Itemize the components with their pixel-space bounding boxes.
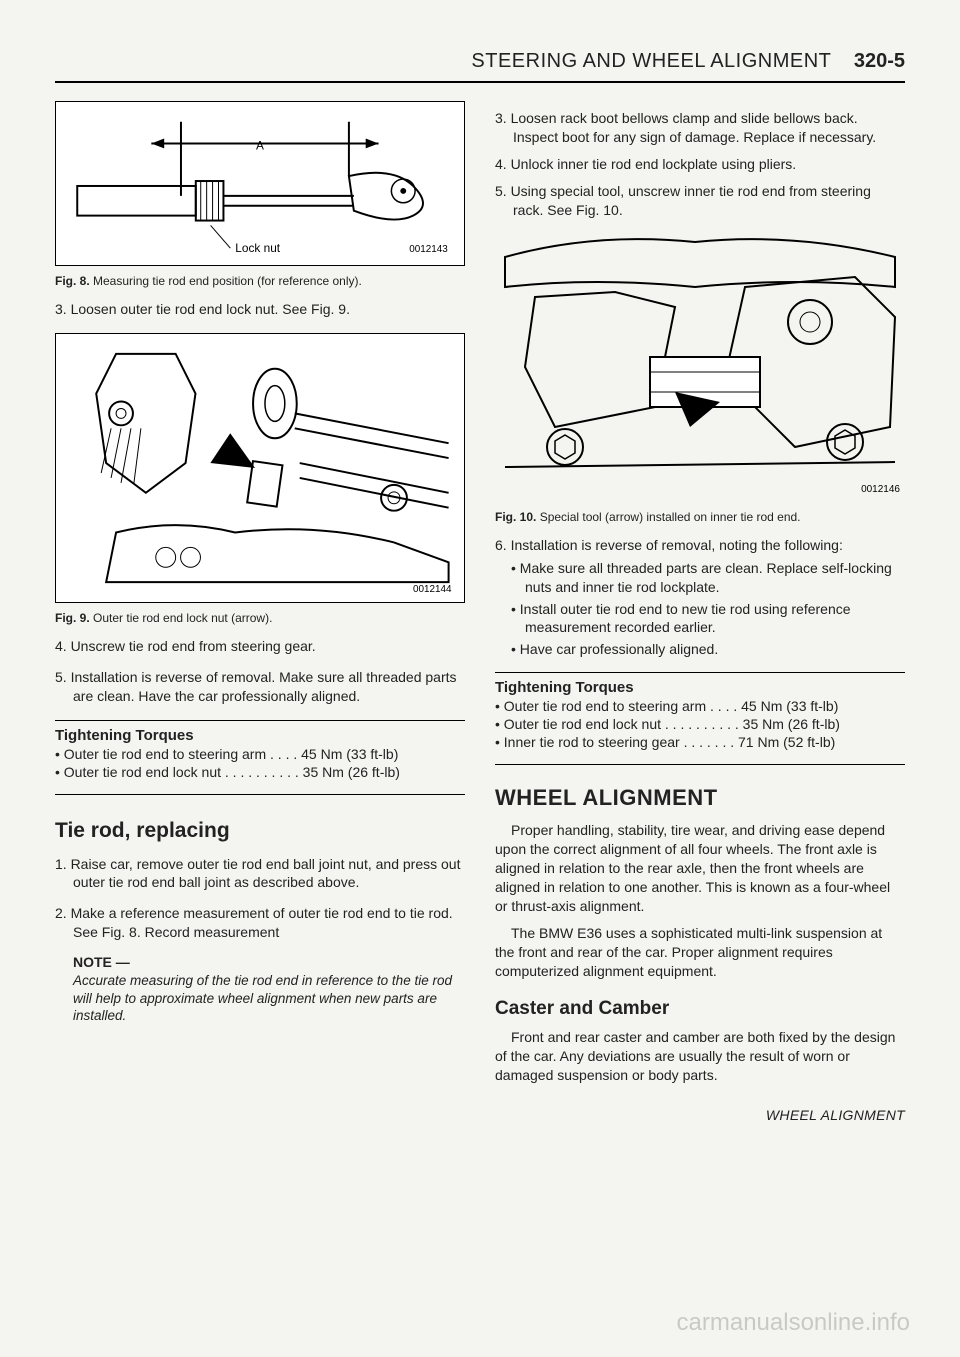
figure-10-svg: 0012146 bbox=[495, 227, 905, 502]
caster-camber-p1: Front and rear caster and camber are bot… bbox=[495, 1028, 905, 1085]
figure-9-svg: 0012144 bbox=[56, 334, 464, 602]
watermark: carmanualsonline.info bbox=[677, 1309, 910, 1337]
right-bullet-3: • Have car professionally aligned. bbox=[511, 640, 905, 658]
divider bbox=[495, 764, 905, 765]
fig9-caption-bold: Fig. 9. bbox=[55, 611, 90, 625]
page-number: 320-5 bbox=[854, 50, 905, 72]
torque-right-3: • Inner tie rod to steering gear . . . .… bbox=[495, 734, 905, 750]
right-bullet-2: • Install outer tie rod end to new tie r… bbox=[511, 600, 905, 636]
figure-10-caption: Fig. 10. Special tool (arrow) installed … bbox=[495, 510, 905, 524]
right-step-3: 3. Loosen rack boot bellows clamp and sl… bbox=[495, 109, 905, 147]
right-step-4: 4. Unlock inner tie rod end lockplate us… bbox=[495, 155, 905, 174]
wheel-alignment-title: WHEEL ALIGNMENT bbox=[495, 785, 905, 811]
fig10-caption-text: Special tool (arrow) installed on inner … bbox=[540, 510, 801, 524]
wheel-alignment-p1: Proper handling, stability, tire wear, a… bbox=[495, 821, 905, 915]
figure-8-svg: A Lock nut bbox=[56, 102, 464, 265]
figure-9-caption: Fig. 9. Outer tie rod end lock nut (arro… bbox=[55, 611, 465, 625]
fig8-refnum: 0012143 bbox=[409, 244, 448, 255]
divider bbox=[55, 720, 465, 721]
note-title: NOTE — bbox=[55, 954, 465, 970]
wheel-alignment-p2: The BMW E36 uses a sophisticated multi-l… bbox=[495, 924, 905, 981]
fig9-caption-text: Outer tie rod end lock nut (arrow). bbox=[93, 611, 272, 625]
figure-10-box: 0012146 bbox=[495, 227, 905, 502]
tightening-torques-title-right: Tightening Torques bbox=[495, 679, 905, 696]
fig8-locknut-label: Lock nut bbox=[235, 241, 280, 255]
fig8-caption-text: Measuring tie rod end position (for refe… bbox=[93, 274, 362, 288]
figure-8-caption: Fig. 8. Measuring tie rod end position (… bbox=[55, 274, 465, 288]
tierod-step-1: 1. Raise car, remove outer tie rod end b… bbox=[55, 855, 465, 893]
fig10-caption-bold: Fig. 10. bbox=[495, 510, 536, 524]
fig8-caption-bold: Fig. 8. bbox=[55, 274, 90, 288]
divider bbox=[495, 672, 905, 673]
figure-9-box: 0012144 bbox=[55, 333, 465, 603]
torque-right-1: • Outer tie rod end to steering arm . . … bbox=[495, 698, 905, 714]
right-column: 3. Loosen rack boot bellows clamp and sl… bbox=[495, 101, 905, 1123]
right-step-5: 5. Using special tool, unscrew inner tie… bbox=[495, 182, 905, 220]
tierod-step-2: 2. Make a reference measurement of outer… bbox=[55, 904, 465, 942]
page-footer: WHEEL ALIGNMENT bbox=[495, 1107, 905, 1123]
right-bullet-1: • Make sure all threaded parts are clean… bbox=[511, 559, 905, 595]
fig10-refnum: 0012146 bbox=[861, 484, 900, 495]
note-body: Accurate measuring of the tie rod end in… bbox=[55, 972, 465, 1025]
section-title: STEERING AND WHEEL ALIGNMENT bbox=[471, 50, 831, 72]
torque-left-2: • Outer tie rod end lock nut . . . . . .… bbox=[55, 764, 465, 780]
tie-rod-replacing-title: Tie rod, replacing bbox=[55, 819, 465, 843]
torque-right-2: • Outer tie rod end lock nut . . . . . .… bbox=[495, 716, 905, 732]
figure-8-box: A Lock nut bbox=[55, 101, 465, 266]
left-step-3a: 3. Loosen outer tie rod end lock nut. Se… bbox=[55, 300, 465, 319]
torque-left-1: • Outer tie rod end to steering arm . . … bbox=[55, 746, 465, 762]
right-step-6: 6. Installation is reverse of removal, n… bbox=[495, 536, 905, 555]
page-header: STEERING AND WHEEL ALIGNMENT 320-5 bbox=[55, 50, 905, 83]
tightening-torques-title-left: Tightening Torques bbox=[55, 727, 465, 744]
left-step-5: 5. Installation is reverse of removal. M… bbox=[55, 668, 465, 706]
divider bbox=[55, 794, 465, 795]
fig9-refnum: 0012144 bbox=[413, 584, 452, 595]
left-column: A Lock nut bbox=[55, 101, 465, 1123]
caster-camber-title: Caster and Camber bbox=[495, 998, 905, 1020]
left-step-4: 4. Unscrew tie rod end from steering gea… bbox=[55, 637, 465, 656]
fig8-label-A: A bbox=[256, 138, 264, 152]
